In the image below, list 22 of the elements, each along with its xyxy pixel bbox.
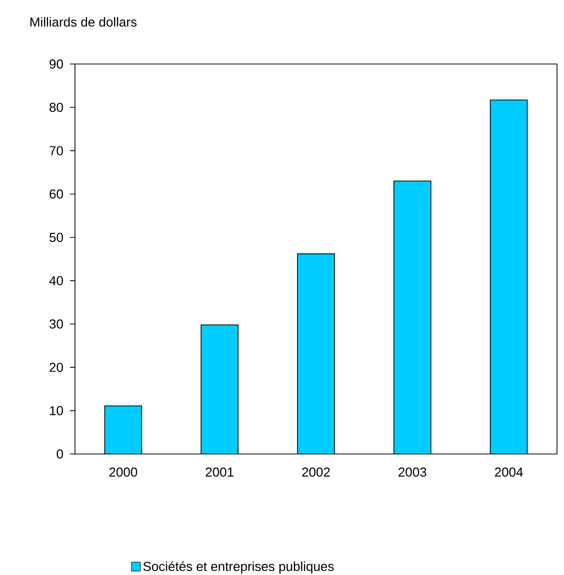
- y-tick-label: 70: [50, 146, 63, 156]
- bar: [200, 324, 238, 454]
- y-tick-label: 40: [49, 276, 63, 286]
- y-tick-label: 90: [50, 59, 63, 69]
- x-tick-label: 2002: [302, 468, 330, 477]
- y-tick-label: 20: [50, 362, 63, 372]
- x-tick-label: 2000: [109, 468, 138, 477]
- y-tick-label: 50: [50, 232, 63, 242]
- x-tick-label: 2001: [206, 468, 234, 477]
- bar: [490, 100, 528, 454]
- y-tick-label: 80: [50, 102, 63, 112]
- bar: [297, 253, 335, 454]
- y-axis-title: Milliards de dollars: [30, 17, 137, 27]
- y-tick-label: 30: [50, 319, 63, 329]
- legend-label: Sociétés et entreprises publiques: [143, 561, 334, 574]
- y-tick-label: 0: [56, 449, 63, 459]
- bar: [104, 405, 142, 454]
- y-tick-label: 10: [50, 406, 63, 416]
- y-tick-label: 60: [50, 189, 63, 199]
- x-tick-label: 2004: [494, 468, 523, 477]
- x-tick-label: 2003: [398, 468, 426, 477]
- bar: [393, 180, 432, 454]
